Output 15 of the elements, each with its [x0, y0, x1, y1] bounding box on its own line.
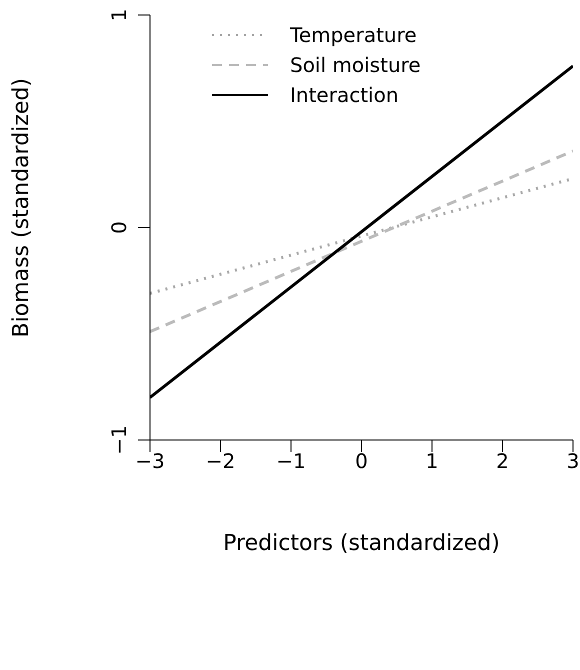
x-axis-title: Predictors (standardized)	[223, 531, 500, 556]
x-tick-label: 2	[496, 449, 509, 474]
legend-label: Interaction	[290, 82, 399, 109]
y-tick-label: −1	[107, 425, 131, 455]
legend-label: Temperature	[290, 22, 417, 49]
y-axis-title: Biomass (standardized)	[8, 78, 34, 338]
x-tick-label: −1	[276, 449, 306, 474]
y-tick-label: 0	[107, 221, 131, 234]
x-tick-label: −2	[206, 449, 236, 474]
x-tick-label: 1	[426, 449, 438, 474]
x-tick-label: −3	[135, 449, 165, 474]
legend-label: Soil moisture	[290, 52, 421, 79]
x-tick-label: 0	[355, 449, 368, 474]
y-tick-label: 1	[107, 8, 131, 22]
x-tick-label: 3	[566, 449, 580, 474]
